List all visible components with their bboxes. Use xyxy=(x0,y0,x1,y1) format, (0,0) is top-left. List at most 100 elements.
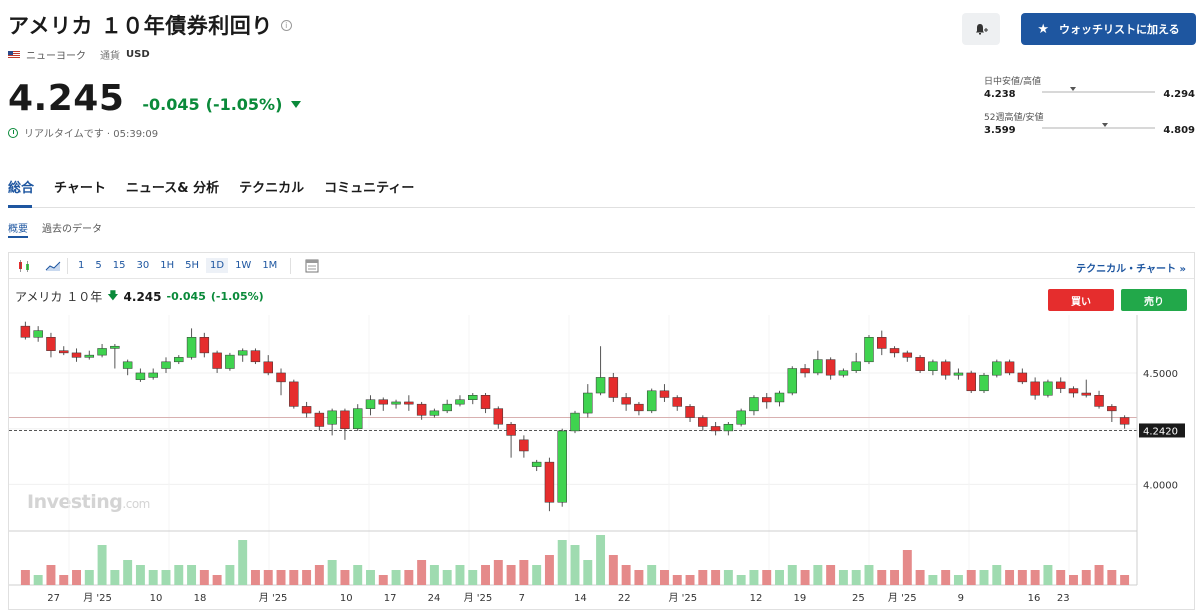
timeframe-15[interactable]: 15 xyxy=(112,260,126,271)
candle-body xyxy=(506,423,516,436)
time-tick-label: 22 xyxy=(618,593,631,604)
volume-bar xyxy=(506,565,516,585)
volume-bar xyxy=(110,570,120,585)
week52-range-label: 52週高値/安値 xyxy=(984,113,1044,123)
sell-button[interactable]: 売り xyxy=(1121,289,1187,311)
tab-overview[interactable]: 総合 xyxy=(8,181,35,196)
volume-bar xyxy=(596,535,606,585)
candle-body xyxy=(442,403,452,412)
candlestick-type-icon[interactable] xyxy=(17,259,33,273)
volume-bar xyxy=(787,565,797,585)
volume-bar xyxy=(1030,570,1040,585)
day-high: 4.294 xyxy=(1163,89,1195,100)
volume-bar xyxy=(148,570,158,585)
currency-label: 通貨 xyxy=(100,51,120,62)
volume-bar xyxy=(851,570,861,585)
chart-symbol-change: -0.045 xyxy=(166,290,206,303)
volume-bar xyxy=(161,570,171,585)
volume-bar xyxy=(391,570,401,585)
volume-bar xyxy=(250,570,260,585)
timeframe-1[interactable]: 1 xyxy=(78,260,85,271)
info-icon[interactable]: i xyxy=(280,19,292,31)
tabs-divider xyxy=(8,207,1195,208)
candle-body xyxy=(1081,392,1091,396)
volume-bar xyxy=(340,570,350,585)
timeframe-1h[interactable]: 1H xyxy=(160,260,175,271)
time-tick-label: 24 xyxy=(428,593,441,604)
tab-chart[interactable]: チャート xyxy=(54,181,106,196)
timeframe-1m[interactable]: 1M xyxy=(262,260,278,271)
technical-chart-link[interactable]: テクニカル・チャート » xyxy=(1076,264,1186,275)
candle-body xyxy=(199,337,210,354)
tab-news[interactable]: ニュース& 分析 xyxy=(125,181,220,196)
week52-low: 3.599 xyxy=(984,125,1016,136)
area-chart-type-icon[interactable] xyxy=(45,259,61,273)
time-tick-label: 19 xyxy=(793,593,806,604)
chart-symbol-name: アメリカ １０年 xyxy=(15,290,103,304)
week52-range-bar xyxy=(1042,123,1155,129)
candle-body xyxy=(749,397,759,412)
candle-body xyxy=(174,357,184,363)
candle-body xyxy=(685,406,695,418)
time-tick-label: 17 xyxy=(384,593,397,604)
volume-bar xyxy=(1094,565,1104,585)
candle-body xyxy=(787,368,798,394)
price-change-pct: (-1.05%) xyxy=(205,95,283,114)
chart-toolbar: 1 5 15 30 1H 5H 1D 1W 1M テクニカル・チャート » xyxy=(9,253,1194,279)
volume-bar xyxy=(174,565,184,585)
candle-body xyxy=(225,354,235,369)
down-arrow-icon: 🡇 xyxy=(107,289,119,302)
last-price: 4.245 xyxy=(8,78,125,119)
timeframe-5[interactable]: 5 xyxy=(95,260,102,271)
candle-body xyxy=(301,406,312,414)
main-tabs: 総合 チャート ニュース& 分析 テクニカル コミュニティー xyxy=(8,177,414,204)
time-tick-label: 9 xyxy=(958,593,964,604)
tab-community[interactable]: コミュニティー xyxy=(324,181,415,196)
candle-body xyxy=(646,390,657,412)
candle-body xyxy=(595,377,606,394)
chart-symbol-price: 4.245 xyxy=(123,289,162,304)
timeframe-1w[interactable]: 1W xyxy=(235,260,252,271)
price-alert-button[interactable] xyxy=(962,13,1000,45)
volume-bar xyxy=(621,565,631,585)
candle-body xyxy=(1030,381,1040,396)
current-price-label: 4.2420 xyxy=(1143,426,1178,437)
realtime-status: リアルタイムです · 05:39:09 xyxy=(24,129,159,140)
volume-bar xyxy=(672,575,682,585)
price-change: -0.045 xyxy=(142,95,200,114)
volume-bar xyxy=(519,560,529,585)
time-tick-label: 月 '25 xyxy=(888,592,917,604)
timeframe-30[interactable]: 30 xyxy=(136,260,150,271)
volume-bar xyxy=(238,540,248,585)
time-tick-label: 月 '25 xyxy=(259,592,288,604)
candle-body xyxy=(774,392,785,403)
day-range-marker xyxy=(1070,87,1077,91)
add-to-watchlist-button[interactable]: ★ ウォッチリストに加える xyxy=(1021,13,1196,45)
candle-body xyxy=(161,361,171,369)
volume-bar xyxy=(711,570,721,585)
candle-body xyxy=(1055,381,1066,389)
candle-body xyxy=(557,430,567,503)
subtab-historical-data[interactable]: 過去のデータ xyxy=(42,224,102,235)
buy-button[interactable]: 買い xyxy=(1048,289,1114,311)
currency-value: USD xyxy=(126,49,150,60)
timeframe-5h[interactable]: 5H xyxy=(185,260,199,271)
subtab-summary[interactable]: 概要 xyxy=(8,224,28,235)
volume-bar xyxy=(289,570,299,585)
candle-body xyxy=(519,439,529,452)
time-tick-label: 12 xyxy=(750,593,763,604)
day-range-label: 日中安値/高値 xyxy=(984,77,1042,87)
candlestick-chart[interactable]: 4.5000 4.0000 4.2420 27 月 '25 10 18 月 '25 10 17 24… xyxy=(9,315,1194,609)
volume-bar xyxy=(941,570,951,585)
timeframe-1d[interactable]: 1D xyxy=(206,258,229,273)
chart-widget: 1 5 15 30 1H 5H 1D 1W 1M テクニカル・チャート » アメ… xyxy=(8,252,1195,610)
candle-body xyxy=(940,361,951,376)
candle-body xyxy=(736,410,746,425)
table-view-icon[interactable] xyxy=(305,259,321,273)
candle-body xyxy=(621,397,631,405)
volume-bar xyxy=(225,565,235,585)
tab-technical[interactable]: テクニカル xyxy=(239,181,305,196)
candle-body xyxy=(723,423,734,432)
candle-body xyxy=(583,392,593,414)
volume-bar xyxy=(979,570,989,585)
